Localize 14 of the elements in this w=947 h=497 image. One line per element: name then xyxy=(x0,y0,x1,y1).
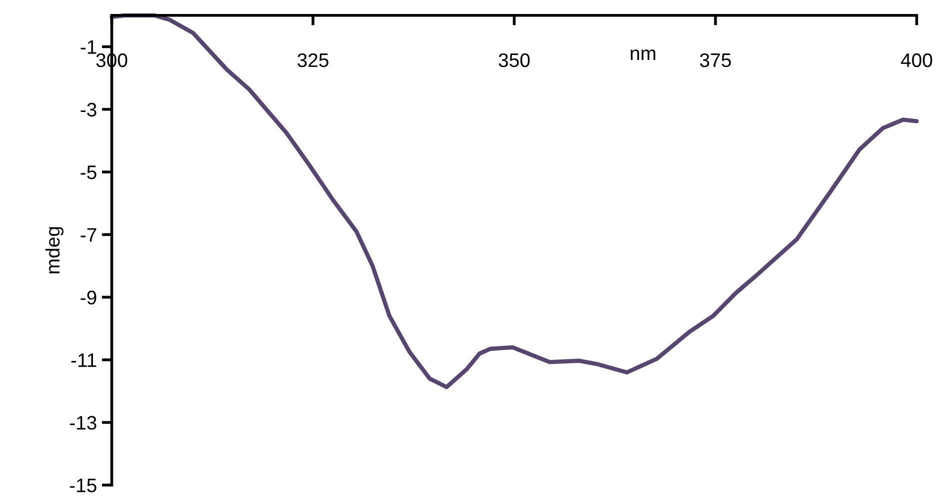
y-tick-label: -3 xyxy=(80,102,96,117)
y-tick-label: -13 xyxy=(70,416,96,430)
y-tick-label: -11 xyxy=(71,353,96,367)
x-tick-label: 325 xyxy=(298,53,328,68)
x-axis-title: nm xyxy=(630,50,656,60)
y-tick-label: -9 xyxy=(80,290,96,304)
y-tick-label: -1 xyxy=(80,40,96,54)
x-tick-label: 375 xyxy=(700,53,731,68)
x-tick-label: 400 xyxy=(900,53,932,68)
y-axis-title: mdeg xyxy=(45,227,64,274)
x-tick-label: 350 xyxy=(498,53,530,68)
y-tick-label: -15 xyxy=(70,478,96,492)
y-tick-label: -7 xyxy=(80,228,96,242)
y-tick-label: -5 xyxy=(80,166,96,180)
